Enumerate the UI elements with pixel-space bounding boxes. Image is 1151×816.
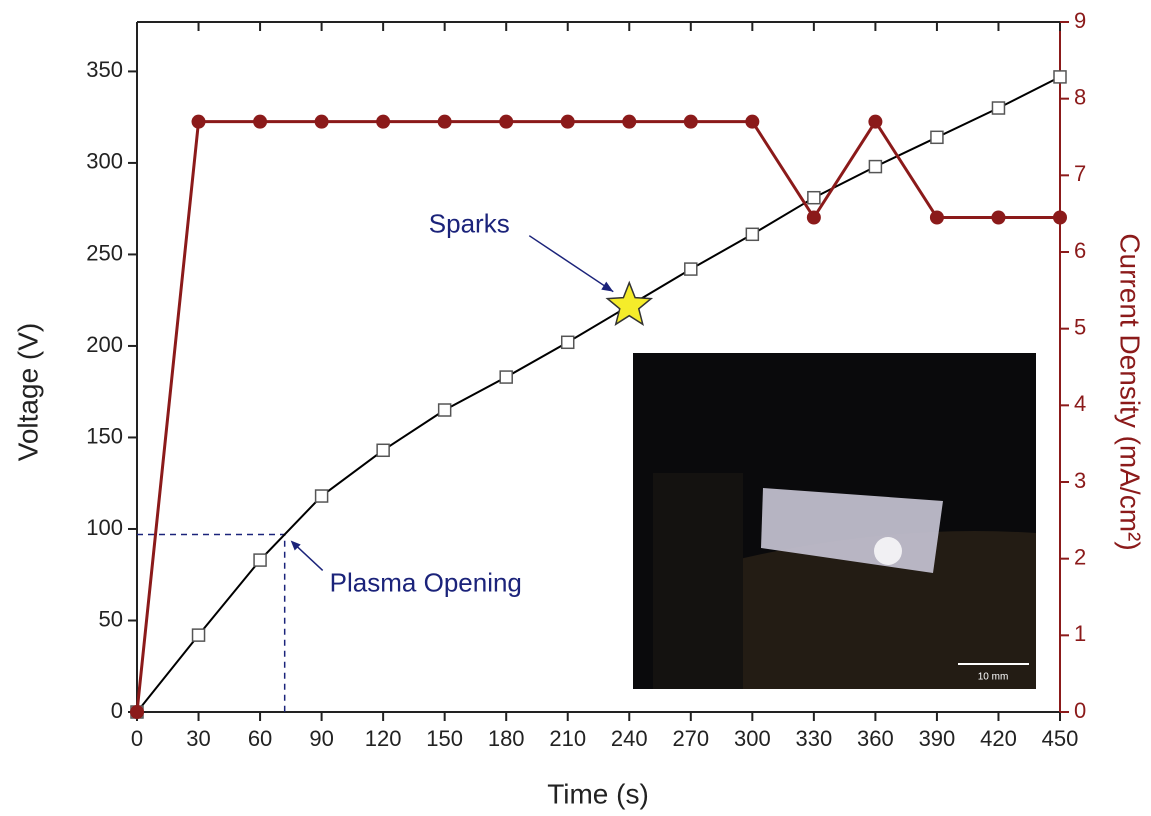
x-tick-label: 330 (796, 726, 833, 751)
x-tick-label: 150 (426, 726, 463, 751)
point (499, 370, 513, 384)
point (560, 335, 575, 350)
point (745, 227, 760, 242)
y2-tick-label: 7 (1074, 161, 1086, 186)
point (868, 159, 883, 174)
x-tick-label: 270 (672, 726, 709, 751)
series-line (135, 118, 1060, 713)
point (929, 210, 944, 225)
point (130, 705, 144, 719)
annotation: Sparks (429, 209, 510, 239)
y-tick-label: 150 (86, 423, 123, 448)
point (1053, 70, 1067, 84)
x-tick-label: 0 (131, 726, 143, 751)
arrow-head (601, 281, 614, 292)
x-tick-label: 360 (857, 726, 894, 751)
point (376, 443, 390, 458)
point (314, 114, 329, 129)
y-tick-label: 300 (86, 149, 123, 174)
y2-tick-label: 6 (1074, 238, 1086, 263)
point (930, 130, 944, 145)
x-tick-label: 60 (248, 726, 272, 751)
y2-axis-title: Current Density (mA/cm²) (1115, 233, 1146, 550)
y2-tick-label: 3 (1074, 468, 1086, 493)
point (868, 114, 883, 129)
x-tick-label: 30 (186, 726, 210, 751)
x-tick-label: 240 (611, 726, 648, 751)
inset-scale-label: 10 mm (978, 672, 1009, 683)
y-tick-label: 50 (99, 606, 123, 631)
y2-tick-label: 0 (1074, 698, 1086, 723)
x-tick-label: 210 (549, 726, 586, 751)
y2-tick-label: 4 (1074, 391, 1086, 416)
point (499, 114, 514, 129)
point (806, 210, 821, 225)
point (683, 114, 698, 129)
point (253, 114, 268, 129)
point (560, 114, 575, 129)
y2-tick-label: 9 (1074, 8, 1086, 33)
x-tick-label: 120 (365, 726, 402, 751)
arrow-head (290, 540, 301, 551)
point (991, 210, 1006, 225)
x-tick-label: 420 (980, 726, 1017, 751)
x-axis-title: Time (s) (547, 778, 649, 809)
y2-tick-label: 1 (1074, 621, 1086, 646)
series-line (136, 76, 1061, 713)
point (437, 114, 452, 129)
point (807, 190, 821, 205)
point (314, 489, 329, 503)
y2-tick-label: 2 (1074, 544, 1086, 569)
inset-glow (874, 537, 902, 565)
y-tick-label: 0 (111, 698, 123, 723)
point (1053, 210, 1067, 225)
y2-tick-label: 5 (1074, 314, 1086, 339)
x-tick-label: 300 (734, 726, 771, 751)
point (253, 553, 267, 567)
y2-tick-label: 8 (1074, 84, 1086, 109)
x-tick-label: 90 (309, 726, 333, 751)
x-tick-label: 180 (488, 726, 525, 751)
annotation-arrow (528, 235, 614, 293)
y-axis-title: Voltage (V) (12, 323, 43, 462)
x-tick-label: 390 (919, 726, 956, 751)
x-tick-label: 450 (1042, 726, 1079, 751)
spark-star (605, 280, 654, 326)
point (745, 114, 760, 129)
point (622, 114, 637, 129)
inset-shadow (653, 473, 743, 689)
point (191, 114, 206, 129)
point (437, 403, 452, 417)
y-tick-label: 100 (86, 515, 123, 540)
point (991, 101, 1006, 115)
annotation: Plasma Opening (330, 567, 522, 597)
y-tick-label: 200 (86, 332, 123, 357)
point (684, 262, 698, 276)
point (376, 114, 391, 129)
y-tick-label: 350 (86, 57, 123, 82)
y-tick-label: 250 (86, 240, 123, 265)
point (191, 628, 206, 642)
inset-ground (723, 531, 1036, 689)
